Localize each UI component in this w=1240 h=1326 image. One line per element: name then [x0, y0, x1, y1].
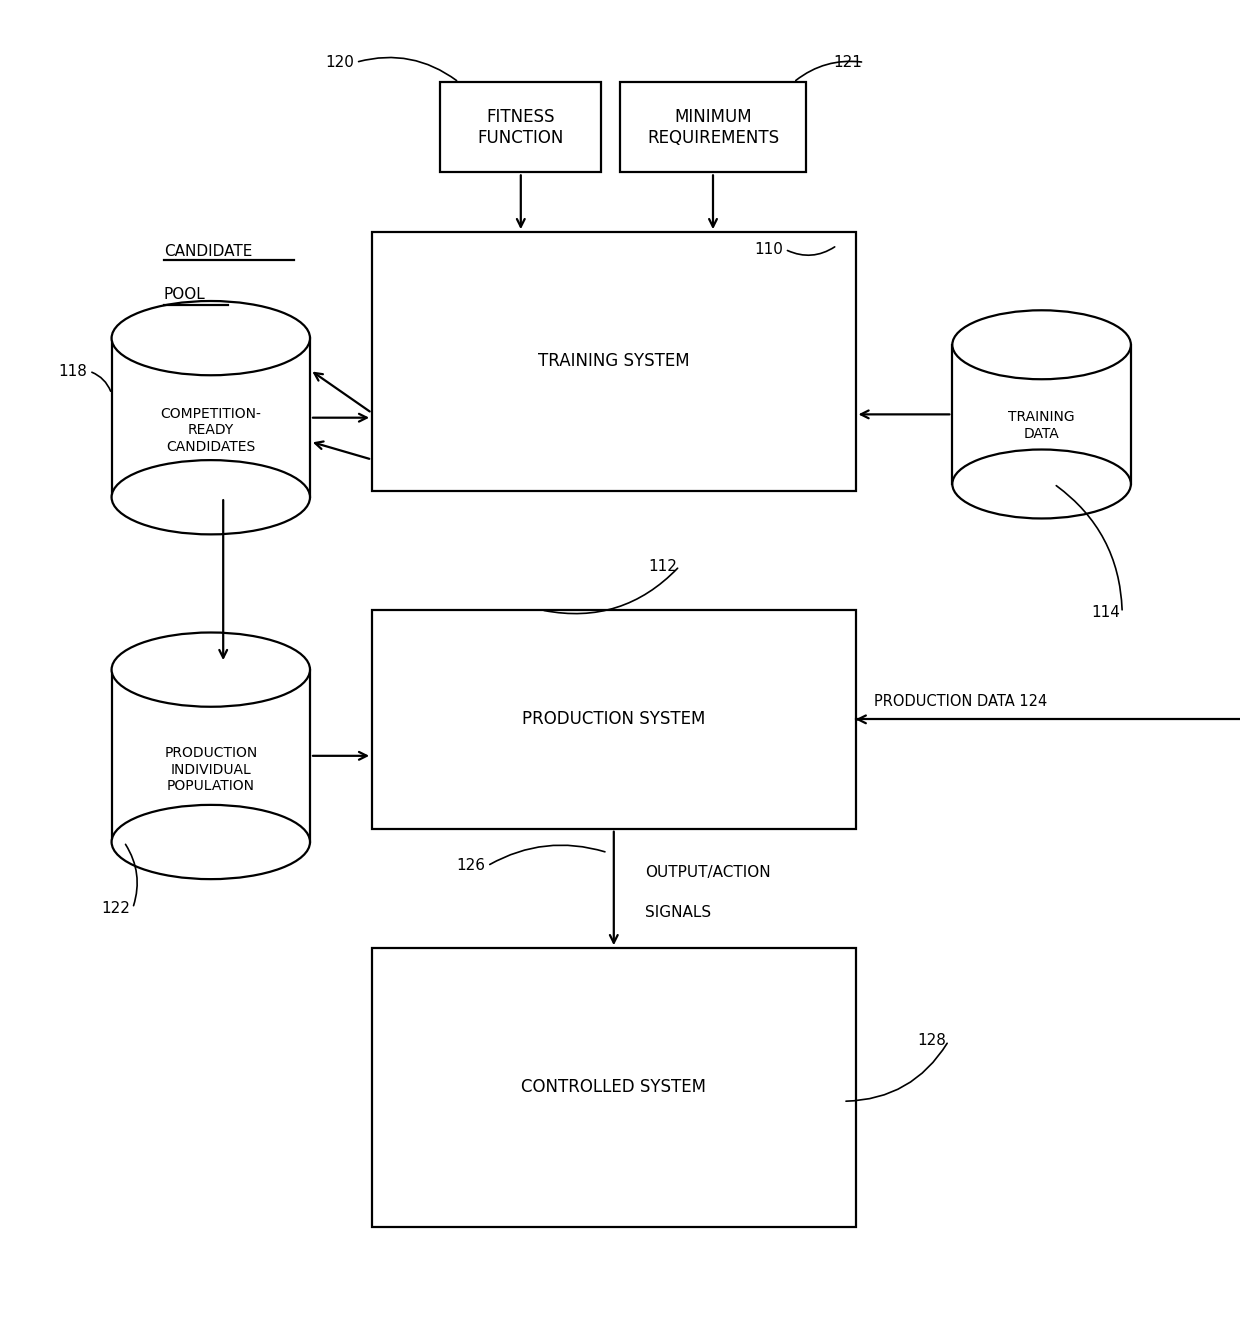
Ellipse shape: [952, 310, 1131, 379]
Text: 121: 121: [833, 54, 862, 70]
Text: 110: 110: [754, 241, 782, 257]
Text: 114: 114: [1091, 605, 1120, 621]
Ellipse shape: [112, 460, 310, 534]
Text: MINIMUM
REQUIREMENTS: MINIMUM REQUIREMENTS: [647, 107, 779, 147]
Text: POOL: POOL: [164, 288, 206, 302]
Text: CANDIDATE: CANDIDATE: [164, 244, 252, 259]
Text: PRODUCTION
INDIVIDUAL
POPULATION: PRODUCTION INDIVIDUAL POPULATION: [164, 747, 258, 793]
Text: 112: 112: [649, 558, 677, 574]
Text: COMPETITION-
READY
CANDIDATES: COMPETITION- READY CANDIDATES: [160, 407, 262, 453]
Text: 128: 128: [918, 1033, 946, 1049]
FancyBboxPatch shape: [440, 82, 601, 172]
FancyBboxPatch shape: [620, 82, 806, 172]
FancyBboxPatch shape: [372, 948, 856, 1227]
Text: PRODUCTION DATA 124: PRODUCTION DATA 124: [874, 693, 1048, 708]
FancyBboxPatch shape: [372, 232, 856, 491]
Ellipse shape: [112, 633, 310, 707]
Text: SIGNALS: SIGNALS: [645, 904, 711, 920]
FancyBboxPatch shape: [372, 610, 856, 829]
Text: FITNESS
FUNCTION: FITNESS FUNCTION: [477, 107, 564, 147]
Ellipse shape: [112, 301, 310, 375]
Text: 120: 120: [325, 54, 353, 70]
Text: CONTROLLED SYSTEM: CONTROLLED SYSTEM: [521, 1078, 707, 1097]
Text: OUTPUT/ACTION: OUTPUT/ACTION: [645, 865, 770, 880]
Ellipse shape: [952, 450, 1131, 518]
Text: PRODUCTION SYSTEM: PRODUCTION SYSTEM: [522, 711, 706, 728]
Text: TRAINING SYSTEM: TRAINING SYSTEM: [538, 353, 689, 370]
Text: 118: 118: [58, 363, 87, 379]
Ellipse shape: [112, 805, 310, 879]
Text: 126: 126: [456, 858, 485, 874]
Text: TRAINING
DATA: TRAINING DATA: [1008, 411, 1075, 440]
Text: 122: 122: [102, 900, 130, 916]
